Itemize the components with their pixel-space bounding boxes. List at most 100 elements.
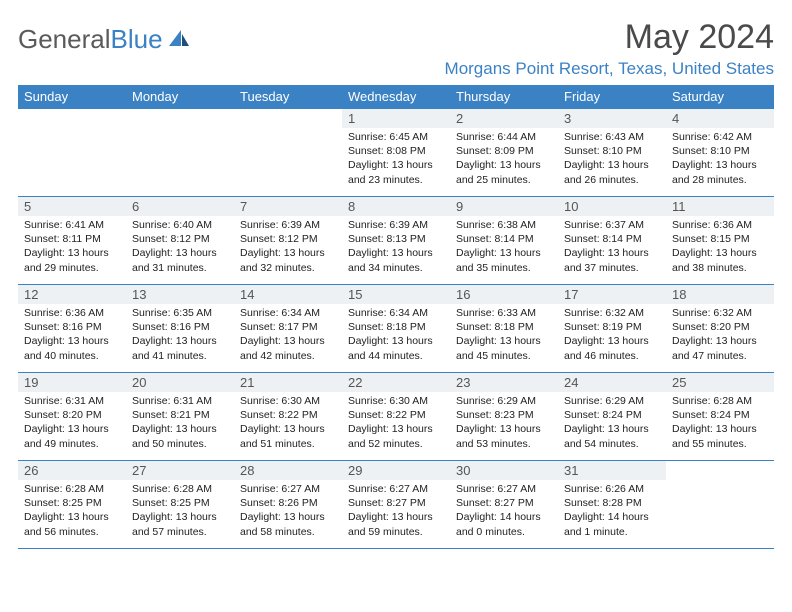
day-details: Sunrise: 6:32 AMSunset: 8:19 PMDaylight:… [558, 304, 666, 367]
day-number: 31 [558, 461, 666, 480]
calendar-table: SundayMondayTuesdayWednesdayThursdayFrid… [18, 85, 774, 549]
calendar-day-cell [18, 109, 126, 197]
calendar-day-cell [234, 109, 342, 197]
day-details: Sunrise: 6:26 AMSunset: 8:28 PMDaylight:… [558, 480, 666, 543]
calendar-day-cell: 24Sunrise: 6:29 AMSunset: 8:24 PMDayligh… [558, 373, 666, 461]
calendar-day-cell [126, 109, 234, 197]
weekday-header: Thursday [450, 85, 558, 109]
day-number: 29 [342, 461, 450, 480]
calendar-day-cell: 2Sunrise: 6:44 AMSunset: 8:09 PMDaylight… [450, 109, 558, 197]
sail-icon [167, 24, 191, 55]
day-details: Sunrise: 6:32 AMSunset: 8:20 PMDaylight:… [666, 304, 774, 367]
calendar-day-cell: 3Sunrise: 6:43 AMSunset: 8:10 PMDaylight… [558, 109, 666, 197]
day-details: Sunrise: 6:41 AMSunset: 8:11 PMDaylight:… [18, 216, 126, 279]
day-number: 4 [666, 109, 774, 128]
calendar-day-cell: 23Sunrise: 6:29 AMSunset: 8:23 PMDayligh… [450, 373, 558, 461]
calendar-day-cell: 1Sunrise: 6:45 AMSunset: 8:08 PMDaylight… [342, 109, 450, 197]
calendar-day-cell: 19Sunrise: 6:31 AMSunset: 8:20 PMDayligh… [18, 373, 126, 461]
header: GeneralBlue May 2024 Morgans Point Resor… [18, 18, 774, 79]
day-details: Sunrise: 6:31 AMSunset: 8:21 PMDaylight:… [126, 392, 234, 455]
day-number: 24 [558, 373, 666, 392]
calendar-day-cell: 8Sunrise: 6:39 AMSunset: 8:13 PMDaylight… [342, 197, 450, 285]
day-details: Sunrise: 6:27 AMSunset: 8:27 PMDaylight:… [342, 480, 450, 543]
day-number: 26 [18, 461, 126, 480]
day-number: 16 [450, 285, 558, 304]
calendar-week-row: 19Sunrise: 6:31 AMSunset: 8:20 PMDayligh… [18, 373, 774, 461]
calendar-day-cell: 30Sunrise: 6:27 AMSunset: 8:27 PMDayligh… [450, 461, 558, 549]
calendar-day-cell: 14Sunrise: 6:34 AMSunset: 8:17 PMDayligh… [234, 285, 342, 373]
calendar-day-cell: 26Sunrise: 6:28 AMSunset: 8:25 PMDayligh… [18, 461, 126, 549]
weekday-header: Wednesday [342, 85, 450, 109]
calendar-day-cell: 21Sunrise: 6:30 AMSunset: 8:22 PMDayligh… [234, 373, 342, 461]
day-details: Sunrise: 6:40 AMSunset: 8:12 PMDaylight:… [126, 216, 234, 279]
day-details: Sunrise: 6:29 AMSunset: 8:24 PMDaylight:… [558, 392, 666, 455]
day-details: Sunrise: 6:27 AMSunset: 8:27 PMDaylight:… [450, 480, 558, 543]
day-details: Sunrise: 6:28 AMSunset: 8:25 PMDaylight:… [126, 480, 234, 543]
calendar-day-cell: 31Sunrise: 6:26 AMSunset: 8:28 PMDayligh… [558, 461, 666, 549]
day-details: Sunrise: 6:38 AMSunset: 8:14 PMDaylight:… [450, 216, 558, 279]
calendar-day-cell [666, 461, 774, 549]
day-number: 21 [234, 373, 342, 392]
weekday-header: Friday [558, 85, 666, 109]
day-details: Sunrise: 6:29 AMSunset: 8:23 PMDaylight:… [450, 392, 558, 455]
day-number: 1 [342, 109, 450, 128]
day-number: 30 [450, 461, 558, 480]
day-details: Sunrise: 6:45 AMSunset: 8:08 PMDaylight:… [342, 128, 450, 191]
month-title: May 2024 [445, 18, 774, 57]
day-number: 8 [342, 197, 450, 216]
calendar-day-cell: 18Sunrise: 6:32 AMSunset: 8:20 PMDayligh… [666, 285, 774, 373]
day-number: 6 [126, 197, 234, 216]
calendar-day-cell: 22Sunrise: 6:30 AMSunset: 8:22 PMDayligh… [342, 373, 450, 461]
day-number: 18 [666, 285, 774, 304]
day-number: 27 [126, 461, 234, 480]
day-number: 5 [18, 197, 126, 216]
day-number: 22 [342, 373, 450, 392]
day-details: Sunrise: 6:44 AMSunset: 8:09 PMDaylight:… [450, 128, 558, 191]
calendar-day-cell: 4Sunrise: 6:42 AMSunset: 8:10 PMDaylight… [666, 109, 774, 197]
calendar-day-cell: 5Sunrise: 6:41 AMSunset: 8:11 PMDaylight… [18, 197, 126, 285]
calendar-day-cell: 9Sunrise: 6:38 AMSunset: 8:14 PMDaylight… [450, 197, 558, 285]
day-number: 25 [666, 373, 774, 392]
calendar-week-row: 1Sunrise: 6:45 AMSunset: 8:08 PMDaylight… [18, 109, 774, 197]
calendar-day-cell: 17Sunrise: 6:32 AMSunset: 8:19 PMDayligh… [558, 285, 666, 373]
day-details: Sunrise: 6:37 AMSunset: 8:14 PMDaylight:… [558, 216, 666, 279]
calendar-day-cell: 25Sunrise: 6:28 AMSunset: 8:24 PMDayligh… [666, 373, 774, 461]
calendar-day-cell: 20Sunrise: 6:31 AMSunset: 8:21 PMDayligh… [126, 373, 234, 461]
day-details: Sunrise: 6:30 AMSunset: 8:22 PMDaylight:… [342, 392, 450, 455]
day-number: 10 [558, 197, 666, 216]
calendar-day-cell: 15Sunrise: 6:34 AMSunset: 8:18 PMDayligh… [342, 285, 450, 373]
weekday-header: Tuesday [234, 85, 342, 109]
calendar-day-cell: 10Sunrise: 6:37 AMSunset: 8:14 PMDayligh… [558, 197, 666, 285]
brand-text-1: General [18, 24, 111, 55]
calendar-day-cell: 28Sunrise: 6:27 AMSunset: 8:26 PMDayligh… [234, 461, 342, 549]
calendar-week-row: 26Sunrise: 6:28 AMSunset: 8:25 PMDayligh… [18, 461, 774, 549]
day-number: 17 [558, 285, 666, 304]
calendar-day-cell: 11Sunrise: 6:36 AMSunset: 8:15 PMDayligh… [666, 197, 774, 285]
day-details: Sunrise: 6:31 AMSunset: 8:20 PMDaylight:… [18, 392, 126, 455]
day-number: 12 [18, 285, 126, 304]
day-number: 7 [234, 197, 342, 216]
day-details: Sunrise: 6:36 AMSunset: 8:16 PMDaylight:… [18, 304, 126, 367]
day-details: Sunrise: 6:33 AMSunset: 8:18 PMDaylight:… [450, 304, 558, 367]
calendar-week-row: 12Sunrise: 6:36 AMSunset: 8:16 PMDayligh… [18, 285, 774, 373]
day-details: Sunrise: 6:27 AMSunset: 8:26 PMDaylight:… [234, 480, 342, 543]
brand-logo: GeneralBlue [18, 18, 191, 55]
title-block: May 2024 Morgans Point Resort, Texas, Un… [445, 18, 774, 79]
day-number: 23 [450, 373, 558, 392]
weekday-header: Monday [126, 85, 234, 109]
day-number: 19 [18, 373, 126, 392]
location-text: Morgans Point Resort, Texas, United Stat… [445, 59, 774, 79]
day-number: 28 [234, 461, 342, 480]
weekday-header: Saturday [666, 85, 774, 109]
weekday-header: Sunday [18, 85, 126, 109]
calendar-day-cell: 6Sunrise: 6:40 AMSunset: 8:12 PMDaylight… [126, 197, 234, 285]
day-details: Sunrise: 6:43 AMSunset: 8:10 PMDaylight:… [558, 128, 666, 191]
calendar-header-row: SundayMondayTuesdayWednesdayThursdayFrid… [18, 85, 774, 109]
day-number: 3 [558, 109, 666, 128]
day-number: 13 [126, 285, 234, 304]
brand-text-2: Blue [111, 24, 163, 55]
day-details: Sunrise: 6:39 AMSunset: 8:12 PMDaylight:… [234, 216, 342, 279]
calendar-day-cell: 13Sunrise: 6:35 AMSunset: 8:16 PMDayligh… [126, 285, 234, 373]
calendar-day-cell: 27Sunrise: 6:28 AMSunset: 8:25 PMDayligh… [126, 461, 234, 549]
day-details: Sunrise: 6:36 AMSunset: 8:15 PMDaylight:… [666, 216, 774, 279]
